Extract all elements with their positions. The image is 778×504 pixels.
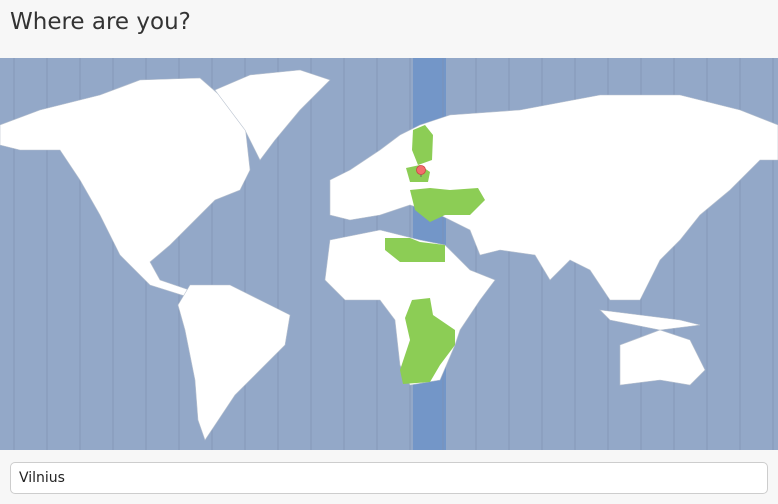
- location-input-value: Vilnius: [19, 470, 65, 486]
- highlighted-timezone-regions: [385, 125, 485, 384]
- greenland: [214, 69, 331, 161]
- header: Where are you?: [0, 0, 778, 59]
- australia: [619, 329, 706, 386]
- eurasia: [329, 94, 778, 301]
- north-america: [0, 77, 251, 297]
- timezone-map[interactable]: [0, 58, 778, 450]
- indonesia: [599, 309, 701, 331]
- south-america: [177, 284, 291, 441]
- location-input[interactable]: Vilnius: [10, 462, 768, 494]
- location-pin-icon[interactable]: [416, 165, 426, 178]
- page-title: Where are you?: [10, 9, 191, 35]
